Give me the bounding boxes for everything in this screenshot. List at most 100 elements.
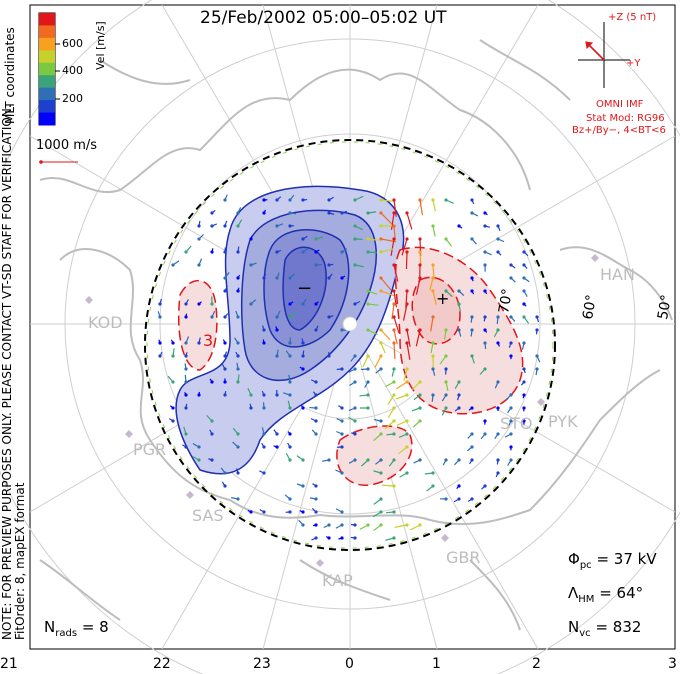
velocity-vector — [391, 368, 395, 377]
mlt-label-2: 2 — [532, 656, 541, 672]
velocity-vector — [445, 238, 453, 247]
velocity-vector — [325, 536, 330, 539]
map-title: 25/Feb/2002 05:00–05:02 UT — [200, 8, 447, 28]
velocity-vector — [494, 381, 499, 389]
mlt-label-23: 23 — [253, 656, 271, 672]
velocity-vector — [250, 299, 257, 305]
velocity-vector — [430, 316, 434, 332]
velocity-vector — [289, 212, 297, 215]
velocity-vector — [484, 290, 488, 295]
velocity-vector — [273, 429, 278, 435]
mlt-label-3: 3 — [668, 656, 677, 672]
velocity-vector — [484, 212, 488, 216]
lambda-subscript: HM — [578, 594, 595, 605]
velocity-vector — [362, 355, 369, 368]
preview-note: NOTE: FOR PREVIEW PURPOSES ONLY. PLEASE … — [0, 104, 27, 640]
velocity-vector — [419, 251, 422, 266]
velocity-vector — [170, 339, 174, 344]
velocity-vector — [469, 459, 473, 465]
colorbar-cell — [39, 37, 55, 51]
velocity-vector — [444, 329, 447, 340]
velocity-vector — [354, 300, 361, 305]
colorbar-tick-400: 400 — [62, 64, 83, 77]
velocity-vector — [409, 524, 421, 531]
velocity-vector — [387, 407, 395, 419]
velocity-vector — [287, 442, 291, 448]
velocity-vector — [184, 374, 187, 383]
velocity-vector — [394, 524, 408, 528]
velocity-vector — [335, 508, 343, 513]
velocity-vector — [393, 329, 398, 345]
velocity-vector — [471, 290, 475, 295]
velocity-vector — [484, 329, 488, 333]
velocity-vector — [310, 379, 317, 383]
velocity-vector — [262, 339, 265, 344]
velocity-vector — [439, 355, 447, 365]
colorbar — [38, 12, 60, 126]
velocity-vector — [471, 199, 475, 205]
velocity-vector — [338, 537, 343, 540]
velocity-vector — [350, 355, 356, 362]
velocity-vector — [299, 510, 304, 513]
velocity-vector — [276, 349, 279, 357]
velocity-vector — [380, 199, 393, 202]
velocity-vector — [184, 363, 187, 370]
velocity-vector — [432, 368, 436, 376]
station-pyk: PYK — [548, 412, 578, 431]
velocity-vector — [431, 394, 434, 402]
velocity-vector — [285, 350, 291, 357]
velocity-vector — [287, 400, 291, 409]
velocity-vector — [276, 310, 281, 318]
velocity-vector — [470, 316, 473, 323]
velocity-vector — [429, 277, 434, 291]
velocity-vector — [373, 498, 382, 505]
velocity-vector — [247, 509, 252, 513]
velocity-vector — [470, 329, 473, 337]
velocity-vector — [302, 350, 305, 357]
vector-scale — [39, 160, 78, 164]
velocity-vector — [523, 251, 529, 257]
velocity-vector — [484, 251, 492, 256]
colorbar-cell — [39, 25, 55, 39]
velocity-vector — [373, 419, 382, 422]
velocity-vector — [373, 524, 382, 532]
velocity-vector — [287, 431, 291, 435]
velocity-vector — [393, 199, 397, 217]
mlt-label-21: 21 — [0, 656, 18, 672]
imf-z-label: +Z (5 nT) — [608, 12, 657, 23]
nvc-symbol: N — [568, 618, 580, 636]
velocity-vector — [359, 524, 369, 530]
stat-n-vc: Nvc = 832 — [568, 618, 641, 639]
velocity-vector — [224, 271, 230, 279]
velocity-vector — [354, 264, 364, 268]
velocity-vector — [169, 418, 174, 422]
pole-marker — [342, 316, 358, 332]
velocity-vector — [261, 427, 265, 435]
velocity-vector — [259, 509, 265, 513]
velocity-vector — [504, 433, 512, 438]
velocity-vector — [507, 420, 512, 427]
velocity-vector — [523, 290, 528, 297]
velocity-vector — [296, 455, 304, 461]
velocity-vector — [312, 391, 317, 396]
velocity-vector — [198, 301, 202, 305]
velocity-vector — [508, 342, 512, 348]
velocity-vector — [367, 303, 379, 306]
velocity-vector — [374, 355, 382, 368]
velocity-vector — [373, 433, 382, 441]
fit-order-line: FitOrder: 8, mapEX format — [13, 482, 27, 640]
velocity-vector — [484, 225, 491, 228]
velocity-vector — [289, 194, 295, 201]
velocity-vector — [348, 459, 356, 464]
velocity-vector — [385, 381, 395, 388]
station-kap: KAP — [322, 571, 353, 590]
velocity-vector — [275, 326, 278, 331]
velocity-vector — [208, 458, 213, 461]
velocity-vector — [310, 418, 317, 422]
velocity-vector — [236, 468, 239, 474]
velocity-vector — [380, 277, 392, 291]
velocity-vector — [406, 329, 411, 347]
colorbar-cell — [39, 112, 55, 126]
station-kod: KOD — [88, 313, 123, 332]
velocity-vector — [322, 459, 330, 462]
